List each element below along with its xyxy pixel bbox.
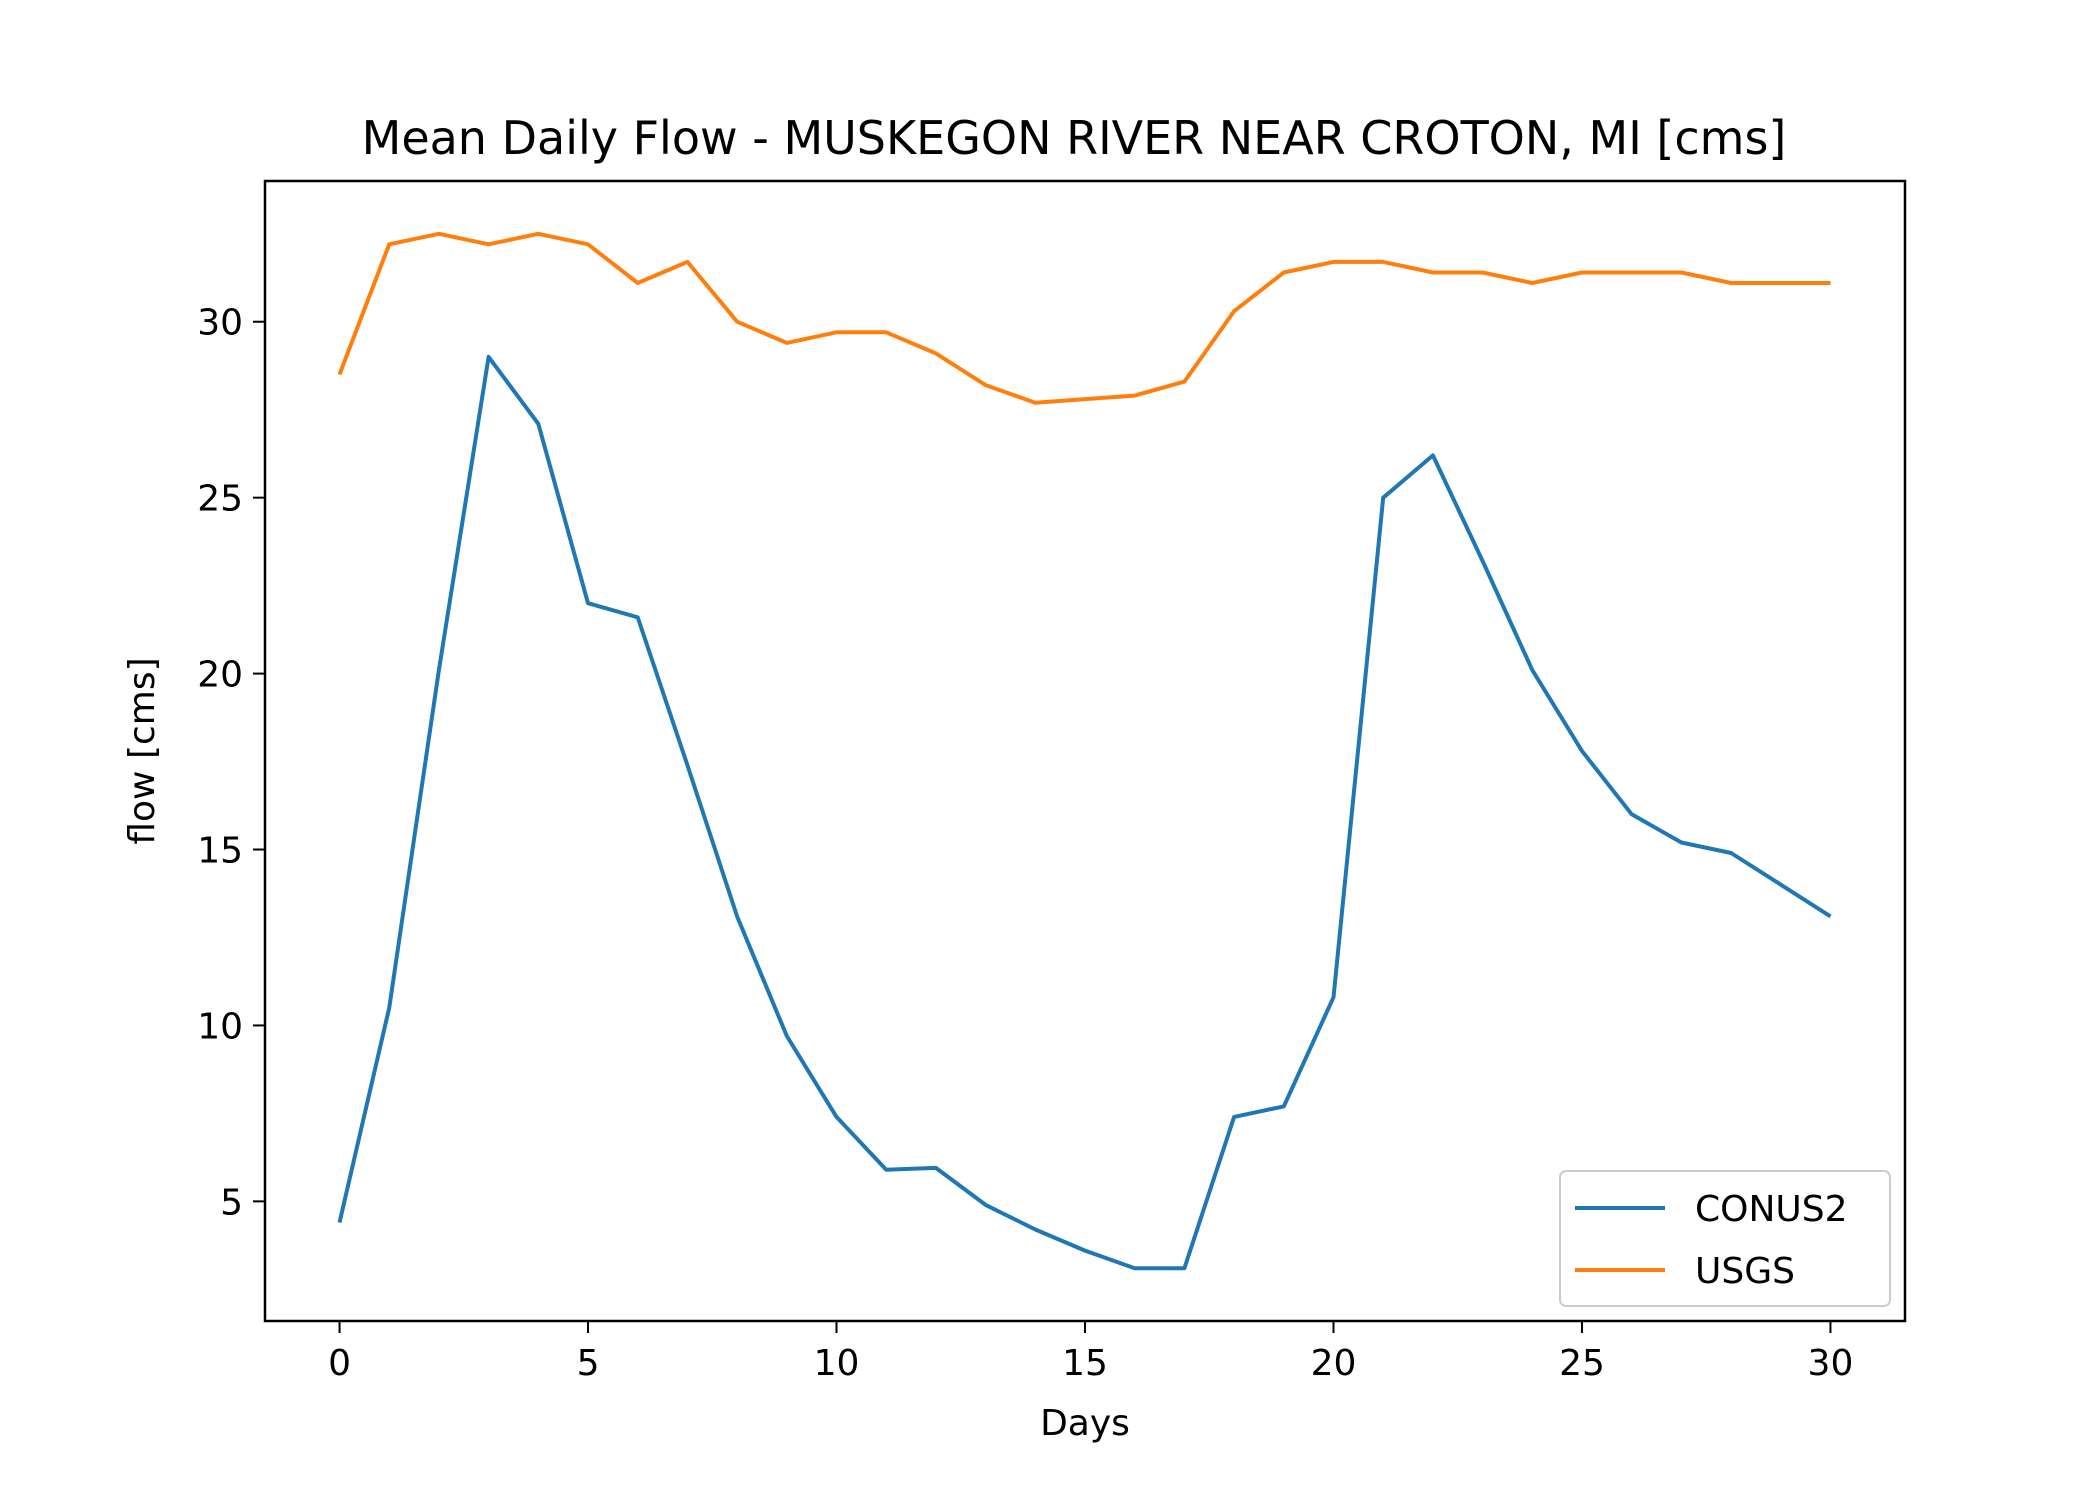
y-tick-label: 15 — [197, 831, 243, 872]
y-axis-label: flow [cms] — [122, 657, 163, 844]
series-line-usgs — [337, 231, 1831, 405]
legend-box — [1559, 1170, 1891, 1307]
y-tick-label: 10 — [197, 1006, 243, 1047]
chart-title: Mean Daily Flow - MUSKEGON RIVER NEAR CR… — [362, 111, 1787, 165]
x-tick-label: 15 — [1062, 1343, 1108, 1384]
x-tick-label: 20 — [1311, 1343, 1357, 1384]
y-tick-label: 25 — [197, 479, 243, 520]
plot-frame — [263, 179, 1907, 1323]
x-tick-label: 5 — [577, 1343, 600, 1384]
x-tick-label: 10 — [814, 1343, 860, 1384]
y-tick-label: 30 — [197, 303, 243, 344]
x-tick-label: 0 — [328, 1343, 351, 1384]
legend: CONUS2 USGS — [1559, 1170, 1891, 1307]
x-axis: 0 5 10 15 20 25 30 — [328, 1321, 1853, 1384]
x-tick-label: 25 — [1559, 1343, 1605, 1384]
series-line-conus2 — [337, 354, 1832, 1271]
series-layer — [337, 231, 1832, 1271]
y-tick-label: 5 — [220, 1182, 243, 1223]
y-axis: 5 10 15 20 25 30 — [197, 303, 265, 1223]
x-axis-label: Days — [1040, 1403, 1130, 1444]
y-tick-label: 20 — [197, 655, 243, 696]
legend-label-conus2: CONUS2 — [1695, 1189, 1848, 1230]
x-tick-label: 30 — [1808, 1343, 1854, 1384]
legend-label-usgs: USGS — [1695, 1251, 1795, 1292]
